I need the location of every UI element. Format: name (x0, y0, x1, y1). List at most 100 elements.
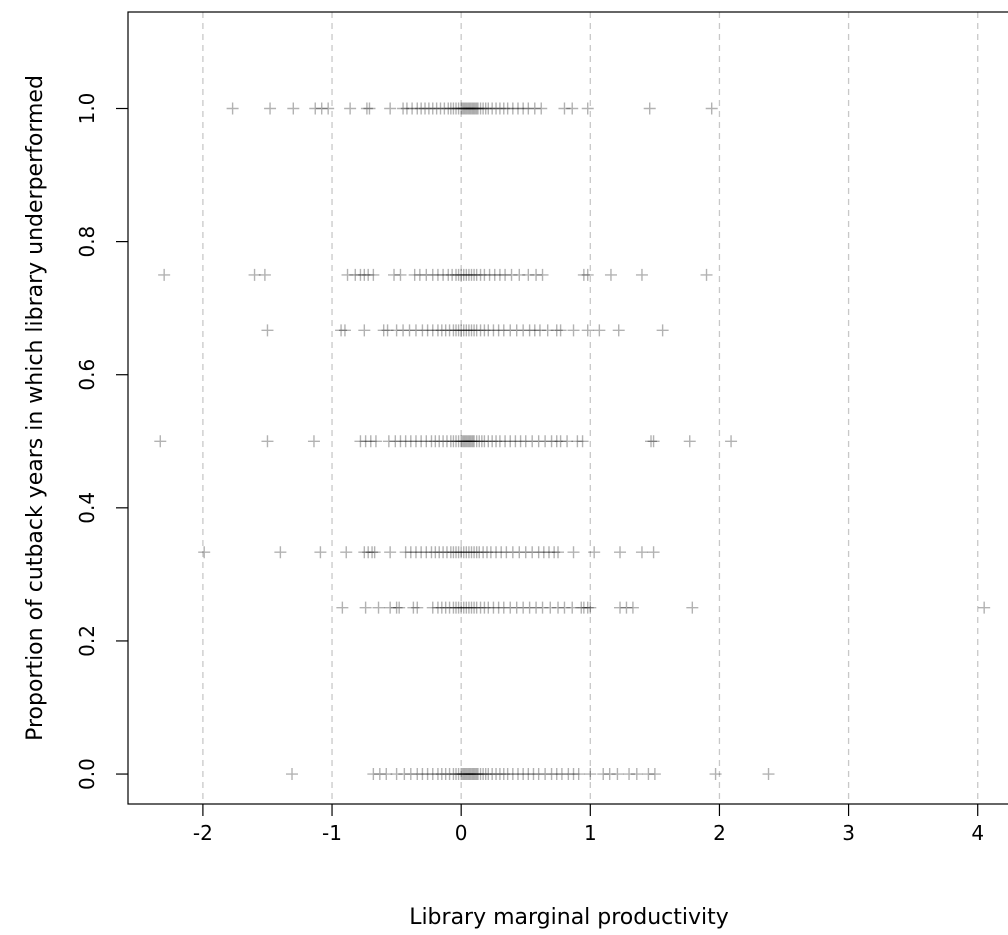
data-point (455, 324, 468, 337)
data-point (404, 435, 417, 448)
data-point (411, 601, 424, 614)
data-point (554, 435, 567, 448)
data-point (495, 546, 508, 559)
data-point (536, 268, 549, 281)
data-point (456, 768, 469, 781)
data-point (415, 435, 428, 448)
data-point (519, 546, 532, 559)
data-point (635, 268, 648, 281)
data-point (479, 102, 492, 115)
data-point (603, 768, 616, 781)
data-point (460, 546, 473, 559)
grid-lines (202, 12, 979, 804)
data-point (415, 546, 428, 559)
data-point (593, 324, 606, 337)
data-point (372, 601, 385, 614)
data-point (530, 268, 543, 281)
data-point (307, 435, 320, 448)
data-point (248, 268, 261, 281)
data-point (367, 768, 380, 781)
data-point (537, 546, 550, 559)
data-point (486, 768, 499, 781)
data-point (447, 102, 460, 115)
data-point (497, 324, 510, 337)
data-point (447, 601, 460, 614)
data-point (404, 546, 417, 559)
y-axis-label: Proportion of cutback years in which lib… (23, 75, 48, 741)
data-point (462, 102, 475, 115)
data-point (438, 102, 451, 115)
data-point (457, 546, 470, 559)
data-point (400, 102, 413, 115)
data-point (475, 435, 488, 448)
data-point (461, 768, 474, 781)
data-point (440, 435, 453, 448)
data-point (506, 768, 519, 781)
data-point (497, 768, 510, 781)
data-point (381, 324, 394, 337)
data-point (480, 546, 493, 559)
data-point (433, 435, 446, 448)
data-point (577, 601, 590, 614)
data-point (630, 768, 643, 781)
data-point (460, 324, 473, 337)
data-point (450, 268, 463, 281)
data-point (519, 435, 532, 448)
data-point (648, 768, 661, 781)
data-point (470, 324, 483, 337)
data-point (499, 268, 512, 281)
data-point (341, 268, 354, 281)
data-point (416, 324, 429, 337)
data-point (309, 102, 322, 115)
data-point (452, 768, 465, 781)
data-point (439, 324, 452, 337)
data-point (154, 435, 167, 448)
data-point (315, 102, 328, 115)
data-point (314, 546, 327, 559)
data-point (411, 102, 424, 115)
data-point (411, 768, 424, 781)
data-point (426, 268, 439, 281)
data-point (501, 768, 514, 781)
data-point (700, 268, 713, 281)
data-point (344, 102, 357, 115)
data-point (709, 768, 722, 781)
data-point (460, 435, 473, 448)
data-point (686, 601, 699, 614)
data-point (393, 601, 406, 614)
data-point (358, 268, 371, 281)
data-point (566, 601, 579, 614)
data-point (532, 546, 545, 559)
data-point (461, 435, 474, 448)
data-point (338, 324, 351, 337)
data-point (468, 601, 481, 614)
data-point (471, 768, 484, 781)
data-point (359, 601, 372, 614)
data-point (493, 435, 506, 448)
y-tick-label: 0.2 (75, 625, 99, 657)
data-point (501, 102, 514, 115)
data-point (642, 768, 655, 781)
data-point (460, 768, 473, 781)
data-point (468, 435, 481, 448)
data-point (477, 546, 490, 559)
data-point (581, 601, 594, 614)
data-point (452, 324, 465, 337)
data-point (459, 102, 472, 115)
data-point (487, 324, 500, 337)
data-point (522, 102, 535, 115)
data-point (545, 435, 558, 448)
x-axis: -2 -1 0 1 2 3 4 (193, 804, 984, 845)
data-point (431, 268, 444, 281)
data-point (465, 268, 478, 281)
data-point (362, 546, 375, 559)
data-point (407, 601, 420, 614)
data-point (562, 768, 575, 781)
data-point (465, 435, 478, 448)
data-point (416, 768, 429, 781)
data-point (398, 768, 411, 781)
data-point (426, 601, 439, 614)
data-point (450, 768, 463, 781)
data-point (457, 601, 470, 614)
